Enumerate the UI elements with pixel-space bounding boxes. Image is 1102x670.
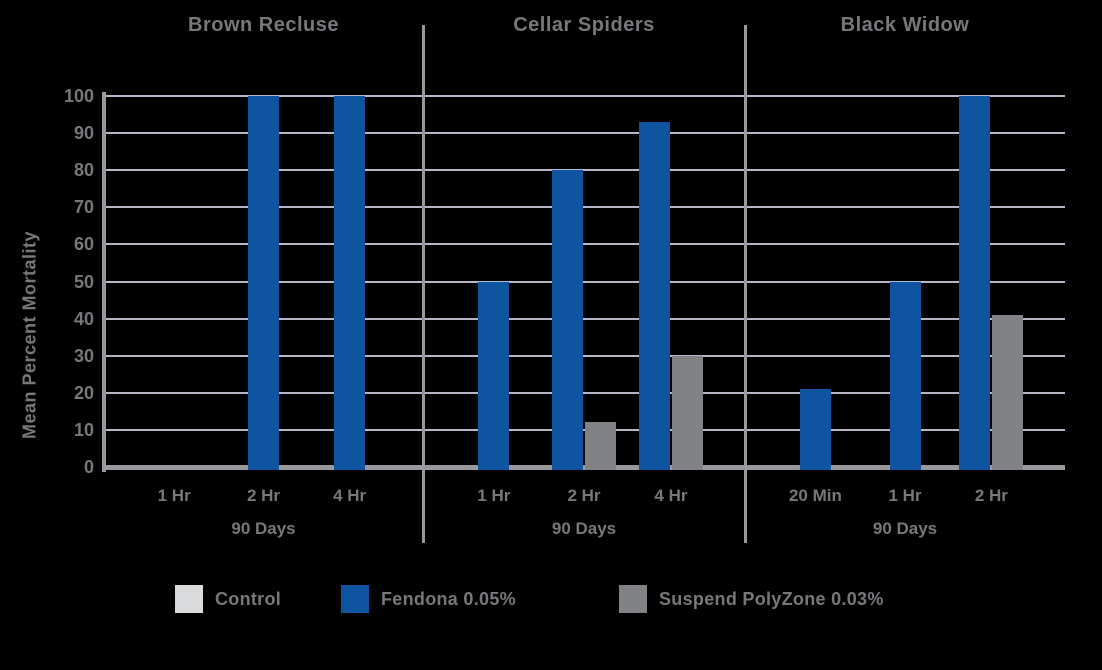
y-tick-label: 100 <box>63 86 94 106</box>
duration-label: 90 Days <box>231 519 296 538</box>
category-label: 4 Hr <box>333 486 367 505</box>
category-label: 2 Hr <box>246 486 281 505</box>
gridline <box>104 169 1065 172</box>
category-label: 1 Hr <box>477 486 511 505</box>
y-tick-label: 20 <box>73 382 94 403</box>
y-tick-label: 60 <box>73 234 94 255</box>
legend-label: Control <box>215 589 282 609</box>
legend-item-suspend: Suspend PolyZone 0.03% <box>619 585 884 613</box>
y-tick-label: 0 <box>83 457 94 477</box>
y-tick-label: 10 <box>73 419 94 440</box>
gridline <box>104 428 1065 431</box>
gridline <box>104 95 1065 97</box>
gridline <box>104 391 1065 394</box>
category-label: 1 Hr <box>157 486 191 505</box>
gridline <box>104 280 1065 283</box>
gridline <box>104 132 1065 135</box>
bar-fendona <box>248 96 279 470</box>
legend-swatch-fendona <box>341 585 369 613</box>
panel-divider <box>422 25 425 543</box>
legend-item-control: Control <box>175 585 281 613</box>
y-tick-label: 90 <box>73 123 94 144</box>
y-tick-label: 50 <box>73 271 94 292</box>
x-axis-line <box>102 465 1065 470</box>
gridline <box>104 206 1065 209</box>
y-tick-label: 80 <box>73 160 94 181</box>
category-label: 2 Hr <box>567 486 601 505</box>
bar-fendona <box>959 96 991 470</box>
duration-label: 90 Days <box>551 519 617 538</box>
y-axis-title: Mean Percent Mortality <box>19 230 40 440</box>
bar-suspend <box>992 314 1024 470</box>
category-label: 1 Hr <box>888 486 922 505</box>
legend-label: Suspend PolyZone 0.03% <box>659 589 884 609</box>
y-tick-label: 30 <box>73 345 94 366</box>
panel-title: Brown Recluse <box>188 14 339 36</box>
panel-title: Cellar Spiders <box>513 14 655 36</box>
bar-fendona <box>638 121 670 470</box>
legend-label: Fendona 0.05% <box>381 589 516 609</box>
panel-divider <box>744 25 747 543</box>
bar-fendona <box>478 281 510 470</box>
bar-fendona <box>889 281 921 470</box>
y-axis-line <box>102 92 106 472</box>
bar-fendona <box>334 96 366 470</box>
bar-fendona <box>799 389 831 470</box>
y-tick-label: 70 <box>73 197 94 218</box>
bar-suspend <box>671 355 703 470</box>
legend-item-fendona: Fendona 0.05% <box>341 585 516 613</box>
y-tick-label: 40 <box>73 308 94 329</box>
gridline <box>104 317 1065 320</box>
category-label: 4 Hr <box>654 486 688 505</box>
duration-label: 90 Days <box>872 519 938 538</box>
bar-suspend <box>585 422 616 470</box>
bar-fendona <box>552 170 583 470</box>
category-label: 20 Min <box>788 486 842 505</box>
gridline <box>104 354 1065 357</box>
gridline <box>104 243 1065 246</box>
category-label: 2 Hr <box>974 486 1008 505</box>
legend-swatch-control <box>175 585 203 613</box>
panel-title: Black Widow <box>840 14 970 36</box>
legend-swatch-suspend <box>619 585 647 613</box>
